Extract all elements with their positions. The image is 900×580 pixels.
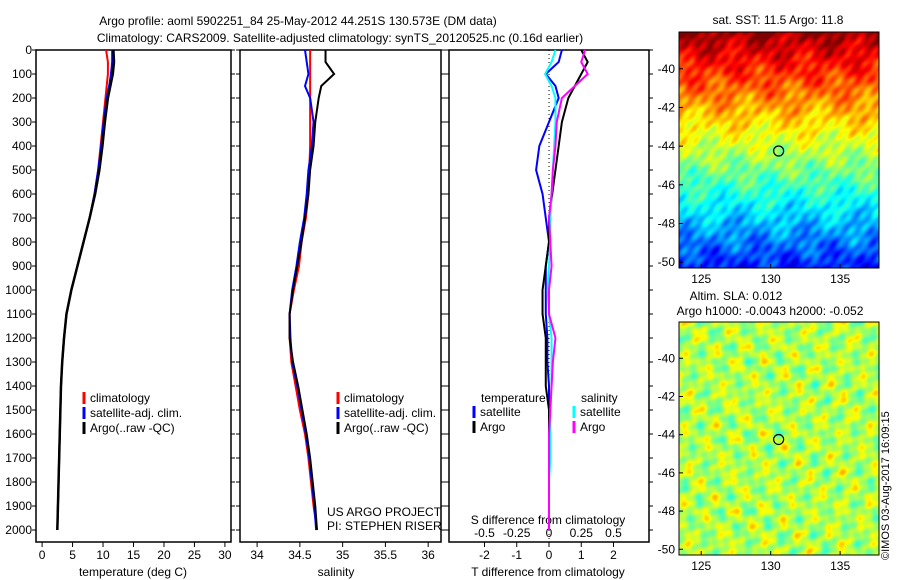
diff-series-2 (543, 49, 557, 530)
map-x-tick-label: 130 (761, 272, 781, 286)
y-tick-label: 1700 (5, 451, 32, 465)
side-label: ©IMOS 03-Aug-2017 16:09:15 (880, 411, 892, 560)
y-tick-label: 1200 (5, 331, 32, 345)
map-y-tick-label: -46 (658, 178, 676, 192)
y-tick-label: 1800 (5, 475, 32, 489)
y-tick-label: 900 (12, 259, 32, 273)
x-tick-label: -2 (479, 548, 490, 562)
y-tick-label: 100 (12, 67, 32, 81)
y-tick-label: 500 (12, 163, 32, 177)
x-tick-label: 34 (250, 548, 264, 562)
x-axis-label: T difference from climatology (471, 565, 625, 579)
x-axis-label: temperature (deg C) (79, 565, 187, 579)
map-y-tick-label: -48 (658, 217, 676, 231)
diff-series-3 (547, 49, 589, 530)
legend-salinity-header: salinity (581, 391, 618, 405)
legend-label: climatology (90, 391, 150, 405)
map-frame (678, 321, 880, 556)
x-tick-label: 25 (188, 548, 202, 562)
map-x-tick-label: 125 (691, 272, 711, 286)
map-frame (678, 31, 880, 269)
x2-tick-label: -0.25 (503, 526, 531, 540)
legend-label: Argo(..raw -QC) (344, 421, 429, 435)
map-y-tick-label: -42 (658, 389, 676, 403)
sla-map (679, 322, 879, 555)
y-tick-label: 2000 (5, 523, 32, 537)
x-tick-label: 34.5 (288, 548, 312, 562)
y-tick-label: 200 (12, 91, 32, 105)
x2-tick-label: -0.5 (474, 526, 495, 540)
y-tick-label: 700 (12, 211, 32, 225)
y-tick-label: 1600 (5, 427, 32, 441)
map-y-tick-label: -40 (658, 62, 676, 76)
map-x-tick-label: 130 (761, 559, 781, 573)
x-tick-label: 0 (39, 548, 46, 562)
sla-map-title: Altim. SLA: 0.012 (690, 289, 783, 303)
panel-frame (35, 49, 232, 543)
y-tick-label: 300 (12, 115, 32, 129)
x-tick-label: 20 (157, 548, 171, 562)
x-tick-label: 5 (69, 548, 76, 562)
y-tick-label: 800 (12, 235, 32, 249)
y-tick-label: 400 (12, 139, 32, 153)
x-tick-label: 0 (546, 548, 553, 562)
y-tick-label: 1100 (6, 307, 32, 321)
series-2 (56, 49, 116, 531)
x-tick-label: 30 (218, 548, 232, 562)
sst-map-title: sat. SST: 11.5 Argo: 11.8 (713, 13, 844, 27)
map-y-tick-label: -40 (658, 351, 676, 365)
legend-label: satellite (480, 405, 521, 419)
annotation-pi: PI: STEPHEN RISER (327, 519, 442, 533)
x-axis-label: salinity (318, 565, 355, 579)
x-tick-label: -1 (511, 548, 522, 562)
panel-frame (239, 49, 442, 543)
x-tick-label: 35 (336, 548, 350, 562)
y-tick-label: 0 (25, 43, 32, 57)
x-tick-label: 15 (127, 548, 141, 562)
legend-temperature-header: temperature (481, 391, 546, 405)
map-y-tick-label: -50 (658, 255, 676, 269)
x-tick-label: 10 (96, 548, 110, 562)
y-tick-label: 1400 (5, 379, 32, 393)
y-tick-label: 1300 (5, 355, 32, 369)
map-y-tick-label: -48 (658, 504, 676, 518)
legend-label: satellite-adj. clim. (90, 406, 182, 420)
x2-tick-label: 0 (546, 526, 553, 540)
legend-label: climatology (344, 391, 404, 405)
x2-tick-label: 0.5 (605, 526, 622, 540)
legend-label: satellite-adj. clim. (344, 406, 436, 420)
y-tick-label: 600 (12, 187, 32, 201)
map-y-tick-label: -50 (658, 542, 676, 556)
map-x-tick-label: 125 (691, 559, 711, 573)
map-y-tick-label: -42 (658, 100, 676, 114)
x-tick-label: 1 (578, 548, 585, 562)
title-line-1: Argo profile: aoml 5902251_84 25-May-201… (99, 14, 497, 28)
legend-label: Argo (580, 420, 606, 434)
map-y-tick-label: -44 (658, 139, 676, 153)
x-tick-label: 2 (610, 548, 617, 562)
x-tick-label: 36 (421, 548, 435, 562)
sst-map (679, 32, 879, 268)
y-tick-label: 1500 (5, 403, 32, 417)
argo-position-marker (773, 433, 785, 446)
map-y-tick-label: -44 (658, 428, 676, 442)
y-tick-label: 1900 (5, 499, 32, 513)
annotation-project: US ARGO PROJECT (327, 505, 442, 519)
legend-label: Argo (480, 420, 506, 434)
y-tick-label: 1000 (5, 283, 32, 297)
legend-label: satellite (580, 405, 621, 419)
sla-map-subtitle: Argo h1000: -0.0043 h2000: -0.052 (677, 304, 864, 318)
legend-label: Argo(..raw -QC) (90, 421, 175, 435)
title-line-2: Climatology: CARS2009. Satellite-adjuste… (97, 31, 583, 45)
x2-tick-label: 0.25 (570, 526, 594, 540)
series-2 (288, 50, 336, 531)
map-y-tick-label: -46 (658, 466, 676, 480)
map-x-tick-label: 135 (830, 559, 850, 573)
map-x-tick-label: 135 (830, 272, 850, 286)
argo-position-marker (773, 145, 785, 157)
x-tick-label: 35.5 (374, 548, 398, 562)
series-0 (56, 49, 109, 531)
